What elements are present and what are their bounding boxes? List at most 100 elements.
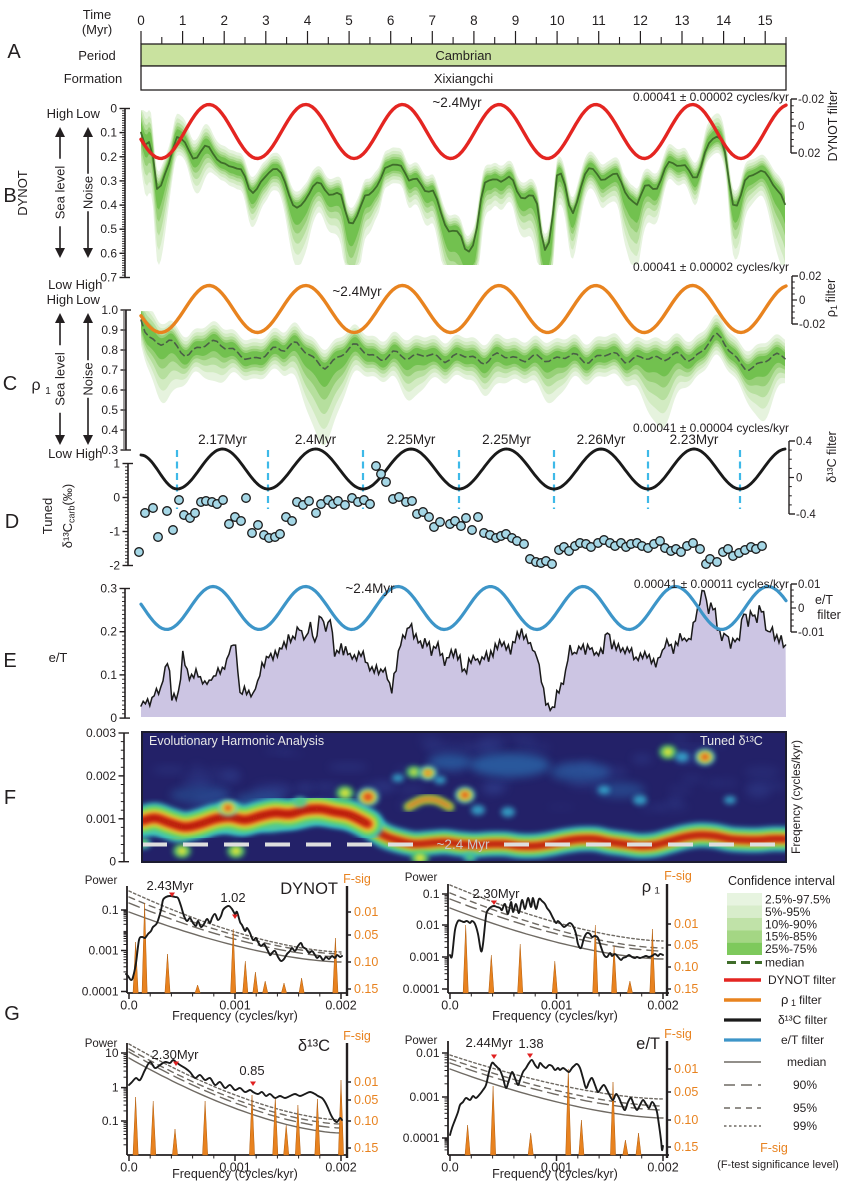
svg-text:9: 9 (512, 13, 520, 28)
svg-text:2.5%-97.5%: 2.5%-97.5% (765, 893, 831, 907)
svg-text:0.1: 0.1 (100, 668, 117, 682)
svg-text:Period: Period (78, 48, 116, 63)
svg-text:-2: -2 (109, 559, 120, 573)
svg-text:Formation: Formation (64, 71, 123, 86)
svg-text:1: 1 (791, 998, 796, 1008)
svg-text:0.0: 0.0 (120, 1161, 137, 1175)
svg-text:0.001: 0.001 (219, 1161, 250, 1175)
svg-text:0.0: 0.0 (441, 1161, 458, 1175)
svg-text:0.00041 ± 0.00002 cycles/kyr: 0.00041 ± 0.00002 cycles/kyr (633, 90, 789, 104)
svg-text:0.001: 0.001 (219, 999, 250, 1013)
svg-text:e/T: e/T (49, 650, 68, 665)
svg-text:Frequency (cycles/kyr): Frequency (cycles/kyr) (492, 1167, 618, 1181)
svg-text:0: 0 (110, 102, 117, 116)
svg-text:0.001: 0.001 (88, 944, 118, 958)
svg-text:0.01: 0.01 (674, 1062, 698, 1076)
svg-text:0.15: 0.15 (354, 1141, 378, 1155)
svg-text:0.002: 0.002 (325, 1161, 356, 1175)
svg-text:2.17Myr: 2.17Myr (198, 432, 247, 447)
svg-text:6: 6 (387, 13, 395, 28)
svg-text:0.01: 0.01 (798, 579, 820, 591)
svg-text:0.02: 0.02 (799, 271, 821, 283)
svg-text:0.2: 0.2 (100, 625, 117, 639)
svg-text:E: E (3, 650, 16, 672)
svg-text:DYNOT: DYNOT (15, 170, 30, 216)
svg-text:Xixiangchi: Xixiangchi (434, 71, 493, 86)
svg-text:~2.4Myr: ~2.4Myr (345, 581, 395, 596)
svg-text:0.0: 0.0 (441, 999, 458, 1013)
svg-text:0.3: 0.3 (100, 174, 117, 188)
svg-text:Low: Low (76, 292, 100, 307)
svg-text:0.00041 ± 0.00011 cycles/kyr: 0.00041 ± 0.00011 cycles/kyr (634, 577, 789, 591)
svg-text:filter: filter (817, 608, 841, 622)
svg-text:5%-95%: 5%-95% (765, 905, 811, 919)
svg-text:-0.02: -0.02 (798, 94, 824, 106)
svg-text:0.10: 0.10 (674, 960, 698, 974)
svg-text:Power: Power (405, 872, 438, 884)
svg-text:1: 1 (112, 1081, 119, 1095)
svg-text:0.9: 0.9 (101, 323, 118, 337)
svg-text:0.001: 0.001 (541, 1161, 572, 1175)
svg-text:2.30Myr: 2.30Myr (473, 886, 521, 901)
svg-text:0.1: 0.1 (100, 126, 117, 140)
svg-text:0.1: 0.1 (102, 903, 119, 917)
svg-text:0.05: 0.05 (354, 1093, 378, 1107)
svg-text:0.0001: 0.0001 (403, 982, 440, 996)
svg-text:Cambrian: Cambrian (435, 48, 491, 63)
svg-text:F-sig: F-sig (664, 1027, 692, 1041)
svg-text:0.1: 0.1 (102, 1114, 119, 1128)
svg-text:e/T filter: e/T filter (781, 1033, 824, 1047)
svg-text:median: median (787, 1055, 826, 1069)
svg-text:4: 4 (304, 13, 312, 28)
svg-text:0.002: 0.002 (325, 999, 356, 1013)
svg-text:0.01: 0.01 (674, 917, 698, 931)
svg-text:0.01: 0.01 (416, 1046, 440, 1060)
svg-text:Frequency (cycles/kyr): Frequency (cycles/kyr) (492, 1009, 618, 1023)
svg-text:C: C (3, 373, 17, 395)
svg-text:-1: -1 (109, 525, 120, 539)
svg-text:δ¹³Ccarb(‰): δ¹³Ccarb(‰) (60, 484, 77, 548)
svg-text:2.44Myr: 2.44Myr (466, 1035, 514, 1050)
svg-text:14: 14 (716, 13, 732, 28)
svg-text:(Myr): (Myr) (82, 22, 112, 37)
svg-text:10%-90%: 10%-90% (765, 917, 817, 931)
svg-text:F-sig: F-sig (760, 1141, 788, 1155)
svg-text:Power: Power (85, 1038, 118, 1050)
svg-text:filter: filter (799, 993, 822, 1007)
svg-text:Tuned: Tuned (40, 498, 55, 534)
svg-text:15: 15 (758, 13, 773, 28)
svg-text:Low: Low (48, 446, 72, 461)
svg-text:DYNOT filter: DYNOT filter (768, 973, 836, 987)
svg-text:0.00041 ± 0.00004 cycles/kyr: 0.00041 ± 0.00004 cycles/kyr (633, 421, 789, 435)
svg-text:-0.02: -0.02 (799, 319, 825, 331)
svg-text:1: 1 (45, 386, 51, 397)
svg-text:0.001: 0.001 (409, 950, 439, 964)
svg-text:7: 7 (429, 13, 437, 28)
svg-text:D: D (5, 511, 19, 533)
svg-text:0: 0 (798, 603, 804, 615)
svg-text:2.25Myr: 2.25Myr (482, 432, 531, 447)
svg-text:0.002: 0.002 (647, 1161, 678, 1175)
svg-text:e/T: e/T (815, 593, 833, 607)
svg-text:Evolutionary Harmonic Analysis: Evolutionary Harmonic Analysis (149, 734, 324, 748)
svg-text:Low: Low (48, 277, 72, 292)
svg-text:1: 1 (113, 457, 120, 471)
svg-text:2.4Myr: 2.4Myr (295, 432, 337, 447)
svg-text:DYNOT: DYNOT (280, 880, 338, 898)
svg-text:0.002: 0.002 (86, 769, 116, 783)
svg-text:DYNOT filter: DYNOT filter (826, 91, 840, 162)
svg-text:3: 3 (262, 13, 270, 28)
svg-text:Frequency (cycles/kyr): Frequency (cycles/kyr) (172, 1009, 298, 1023)
svg-text:B: B (3, 185, 16, 207)
svg-text:Frequency (cycles/kyr): Frequency (cycles/kyr) (172, 1167, 298, 1181)
svg-text:0.15: 0.15 (674, 982, 698, 996)
svg-text:0: 0 (796, 473, 802, 485)
svg-text:0.15: 0.15 (674, 1140, 698, 1154)
svg-text:ρ: ρ (781, 992, 788, 1007)
svg-text:0.8: 0.8 (101, 343, 118, 357)
svg-text:F-sig: F-sig (343, 1029, 371, 1043)
svg-text:High: High (47, 292, 74, 307)
svg-text:12: 12 (633, 13, 648, 28)
svg-text:0.3: 0.3 (100, 582, 117, 596)
svg-text:0: 0 (798, 121, 804, 133)
